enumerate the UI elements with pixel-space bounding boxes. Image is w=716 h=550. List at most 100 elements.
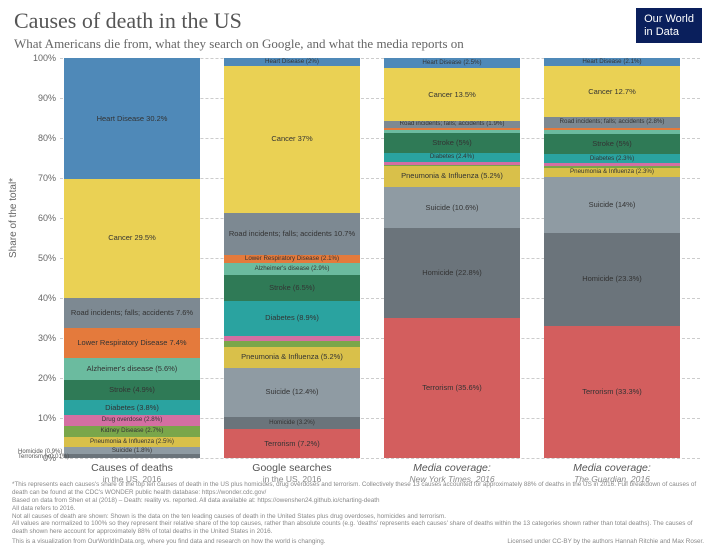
segment-label: Suicide (12.4%) — [265, 388, 320, 396]
segment-cancer: Cancer 37% — [224, 66, 360, 213]
segment-cancer: Cancer 12.7% — [544, 66, 680, 116]
segment-terrorism: Terrorism (33.3%) — [544, 326, 680, 458]
segment-label: Suicide (1.8%) — [111, 448, 153, 455]
segment-diabetes: Diabetes (2.3%) — [544, 154, 680, 163]
segment-label: Lower Respiratory Disease (2.1%) — [244, 256, 340, 263]
segment-diabetes: Diabetes (8.9%) — [224, 301, 360, 336]
segment-label: Suicide (10.6%) — [425, 204, 480, 212]
ytick-label: 90% — [28, 93, 56, 103]
segment-heart_disease: Heart Disease (2.1%) — [544, 58, 680, 66]
segment-heart_disease: Heart Disease 30.2% — [64, 58, 200, 179]
segment-label: Diabetes (2.4%) — [429, 154, 475, 161]
segment-road: Road incidents; falls; accidents (2.8%) — [544, 117, 680, 128]
segment-label: Cancer 37% — [270, 135, 313, 143]
segment-heart_disease: Heart Disease (2.5%) — [384, 58, 520, 68]
segment-label: Stroke (4.9%) — [108, 386, 156, 394]
title-block: Causes of death in the US What Americans… — [14, 8, 636, 52]
segment-label: Heart Disease 30.2% — [96, 115, 169, 123]
segment-label: Stroke (6.5%) — [268, 284, 316, 292]
segment-label: Pneumonia & Influenza (5.2%) — [240, 353, 344, 361]
ytick-label: 50% — [28, 253, 56, 263]
segment-label: Road incidents; falls; accidents (1.9%) — [399, 121, 506, 128]
owid-logo: Our World in Data — [636, 8, 702, 43]
segment-suicide: Suicide (14%) — [544, 177, 680, 233]
segment-kidney: Kidney Disease (2.7%) — [64, 426, 200, 437]
segment-cancer: Cancer 13.5% — [384, 68, 520, 121]
bar-column: Terrorism (33.3%) Homicide (23.3%) Suicide… — [544, 58, 680, 458]
segment-label: Terrorism (33.3%) — [581, 388, 643, 396]
segment-terrorism: Terrorism (35.6%) — [384, 318, 520, 458]
segment-label: Cancer 29.5% — [107, 234, 157, 242]
bar-column: Suicide (1.8%) Pneumonia & Influenza (2.5… — [64, 58, 200, 458]
gridline — [60, 458, 700, 459]
segment-terrorism: Terrorism (7.2%) — [224, 429, 360, 458]
footer-line3: All data refers to 2016. — [12, 505, 704, 513]
ytick-label: 30% — [28, 333, 56, 343]
segment-label: Cancer 12.7% — [587, 88, 637, 96]
bar-column: Terrorism (35.6%) Homicide (22.8%) Suicide… — [384, 58, 520, 458]
segment-label: Alzheimer's disease (5.6%) — [86, 365, 179, 373]
segment-lower_resp: Lower Respiratory Disease 7.4% — [64, 328, 200, 358]
logo-line2: in Data — [644, 26, 694, 39]
segment-label: Alzheimer's disease (2.9%) — [254, 266, 331, 273]
bar-column: Terrorism (7.2%) Homicide (3.2%) Suicide (… — [224, 58, 360, 458]
xlabel-line1: Google searches — [224, 462, 360, 474]
segment-suicide: Suicide (1.8%) — [64, 447, 200, 454]
segment-label: Cancer 13.5% — [427, 91, 477, 99]
segment-stroke: Stroke (5%) — [384, 133, 520, 153]
logo-line1: Our World — [644, 13, 694, 26]
plot-area: 0%10%20%30%40%50%60%70%80%90%100%Suicide… — [60, 58, 700, 458]
footer-line4: Not all causes of death are shown: Shown… — [12, 513, 704, 521]
segment-label: Drug overdose (2.8%) — [101, 417, 164, 424]
footer: *This represents each causes's share of … — [12, 481, 704, 546]
segment-heart_disease: Heart Disease (2%) — [224, 58, 360, 66]
xlabel-line1: Media coverage: — [544, 462, 680, 474]
segment-homicide: Homicide (23.3%) — [544, 233, 680, 326]
ytick-label: 80% — [28, 133, 56, 143]
segment-stroke: Stroke (4.9%) — [64, 380, 200, 400]
segment-suicide: Suicide (10.6%) — [384, 187, 520, 229]
segment-pneumonia: Pneumonia & Influenza (2.3%) — [544, 168, 680, 177]
segment-label: Stroke (5%) — [431, 139, 473, 147]
segment-drug_overdose: Drug overdose (2.8%) — [64, 415, 200, 426]
segment-diabetes: Diabetes (3.8%) — [64, 400, 200, 415]
segment-alzheimers: Alzheimer's disease (2.9%) — [224, 263, 360, 274]
chart-title: Causes of death in the US — [14, 8, 636, 34]
ytick-label: 60% — [28, 213, 56, 223]
segment-label: Homicide (23.3%) — [581, 275, 643, 283]
segment-homicide: Homicide (3.2%) — [224, 417, 360, 430]
segment-label: Road incidents; falls; accidents 7.6% — [70, 309, 194, 317]
segment-stroke: Stroke (5%) — [544, 134, 680, 154]
segment-label: Road incidents; falls; accidents 10.7% — [228, 230, 356, 238]
outside-label: Terrorism (<0.01%) — [18, 454, 62, 460]
ytick-label: 10% — [28, 413, 56, 423]
segment-label: Diabetes (8.9%) — [264, 314, 320, 322]
segment-pneumonia: Pneumonia & Influenza (2.5%) — [64, 437, 200, 447]
segment-road: Road incidents; falls; accidents 7.6% — [64, 298, 200, 328]
segment-road: Road incidents; falls; accidents 10.7% — [224, 213, 360, 255]
segment-label: Road incidents; falls; accidents (2.8%) — [559, 119, 666, 126]
header: Causes of death in the US What Americans… — [0, 0, 716, 54]
segment-lower_resp: Lower Respiratory Disease (2.1%) — [224, 255, 360, 263]
segment-label: Pneumonia & Influenza (2.3%) — [569, 169, 655, 176]
segment-label: Lower Respiratory Disease 7.4% — [76, 339, 187, 347]
ytick-label: 70% — [28, 173, 56, 183]
segment-label: Pneumonia & Influenza (5.2%) — [400, 172, 504, 180]
segment-label: Pneumonia & Influenza (2.5%) — [89, 439, 175, 446]
footer-line2: Based on data from Shen et al (2018) – D… — [12, 497, 704, 505]
ytick-label: 20% — [28, 373, 56, 383]
segment-label: Heart Disease (2.5%) — [421, 60, 482, 67]
segment-label: Heart Disease (2%) — [264, 59, 320, 66]
ytick-label: 40% — [28, 293, 56, 303]
segment-label: Stroke (5%) — [591, 140, 633, 148]
segment-label: Kidney Disease (2.7%) — [100, 428, 165, 435]
segment-label: Homicide (22.8%) — [421, 269, 483, 277]
segment-stroke: Stroke (6.5%) — [224, 275, 360, 301]
footer-line5: All values are normalized to 100% so the… — [12, 520, 704, 536]
segment-homicide: Homicide (22.8%) — [384, 228, 520, 318]
segment-diabetes: Diabetes (2.4%) — [384, 153, 520, 162]
ytick-label: 100% — [28, 53, 56, 63]
chart-subtitle: What Americans die from, what they searc… — [14, 36, 636, 52]
segment-label: Diabetes (3.8%) — [104, 404, 160, 412]
segment-label: Terrorism (7.2%) — [263, 440, 320, 448]
